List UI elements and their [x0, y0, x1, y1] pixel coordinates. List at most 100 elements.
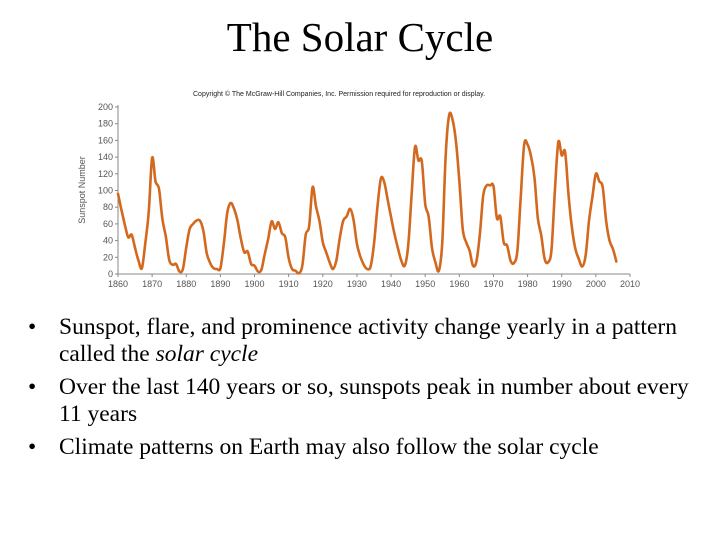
- data-point: [127, 236, 129, 238]
- data-point: [513, 262, 515, 264]
- data-point: [274, 228, 276, 230]
- data-point: [530, 155, 532, 157]
- data-point: [308, 225, 310, 227]
- data-point: [503, 241, 505, 243]
- data-point: [168, 259, 170, 261]
- data-point: [448, 114, 450, 116]
- x-tick-label: 1960: [449, 279, 469, 289]
- y-tick-label: 20: [103, 252, 113, 262]
- data-point: [462, 228, 464, 230]
- data-point: [591, 195, 594, 197]
- data-point: [520, 195, 522, 197]
- y-tick-label: 140: [98, 152, 113, 162]
- data-point: [247, 250, 249, 253]
- data-point: [230, 202, 232, 204]
- data-point: [585, 255, 587, 257]
- data-point: [189, 228, 191, 230]
- data-point: [540, 235, 542, 237]
- sunspot-chart: Copyright © The McGraw-Hill Companies, I…: [70, 82, 650, 300]
- data-point: [527, 144, 529, 146]
- bullet-item: • Sunspot, flare, and prominence activity…: [28, 314, 698, 368]
- data-point: [322, 241, 324, 243]
- data-point: [335, 259, 338, 261]
- data-point: [390, 216, 392, 218]
- data-point: [588, 220, 590, 222]
- data-point: [482, 194, 484, 197]
- x-tick-label: 1980: [518, 279, 538, 289]
- bullet-marker: •: [28, 434, 37, 460]
- bullet-text: Climate patterns on Earth may also follo…: [59, 434, 599, 460]
- data-point: [223, 243, 225, 245]
- data-point: [253, 265, 256, 267]
- data-point: [281, 232, 283, 234]
- data-point: [516, 250, 518, 252]
- data-point: [284, 236, 286, 238]
- data-point: [431, 247, 433, 249]
- data-point: [325, 251, 327, 253]
- bullet-italic-text: solar cycle: [155, 341, 259, 367]
- data-point: [458, 179, 460, 182]
- x-tick-label: 1900: [245, 279, 265, 289]
- x-tick-label: 2010: [620, 279, 640, 289]
- data-point: [550, 249, 553, 251]
- data-point: [359, 255, 361, 258]
- data-point: [260, 269, 262, 271]
- y-tick-label: 200: [98, 102, 113, 112]
- sunspot-line: [116, 111, 618, 275]
- data-point: [144, 242, 146, 244]
- data-point: [410, 195, 413, 197]
- bullet-item: • Climate patterns on Earth may also foll…: [28, 434, 698, 461]
- data-point: [288, 257, 290, 259]
- data-point: [250, 263, 252, 265]
- data-point: [305, 234, 307, 236]
- data-point: [578, 258, 580, 260]
- x-tick-label: 1930: [347, 279, 367, 289]
- data-point: [182, 268, 184, 270]
- y-axis-label: Sunspot Number: [77, 156, 87, 224]
- data-point: [267, 238, 269, 240]
- data-point: [445, 154, 447, 156]
- data-point: [148, 211, 150, 213]
- x-tick-label: 1920: [313, 279, 333, 289]
- series-layer: [116, 111, 618, 275]
- data-point: [154, 180, 157, 182]
- data-point: [117, 193, 119, 195]
- x-tick-label: 1910: [279, 279, 299, 289]
- y-tick-label: 180: [98, 119, 113, 129]
- y-tick-label: 100: [98, 186, 113, 196]
- bullet-text: Sunspot, flare, and prominence activity …: [59, 314, 677, 367]
- data-point: [257, 270, 259, 273]
- data-point: [264, 253, 266, 255]
- data-point: [332, 268, 334, 270]
- data-point: [349, 208, 351, 210]
- data-point: [216, 268, 218, 270]
- chart-svg: Copyright © The McGraw-Hill Companies, I…: [77, 90, 640, 289]
- data-point: [226, 212, 228, 214]
- data-point: [612, 248, 614, 250]
- x-tick-label: 1970: [483, 279, 503, 289]
- data-point: [533, 176, 535, 178]
- data-point: [393, 233, 396, 235]
- data-point: [312, 186, 314, 188]
- x-tick-label: 1990: [552, 279, 572, 289]
- data-point: [209, 262, 211, 264]
- data-point: [469, 250, 471, 252]
- x-tick-label: 1940: [381, 279, 401, 289]
- data-point: [298, 272, 300, 274]
- data-point: [400, 260, 402, 262]
- data-point: [554, 189, 556, 192]
- chart-copyright: Copyright © The McGraw-Hill Companies, I…: [193, 90, 485, 98]
- data-point: [544, 258, 546, 260]
- data-point: [366, 268, 368, 270]
- data-point: [161, 218, 163, 220]
- bullet-text: Over the last 140 years or so, sunspots …: [59, 374, 689, 427]
- data-point: [455, 140, 457, 142]
- data-point: [380, 178, 382, 180]
- data-point: [465, 241, 467, 243]
- data-point: [175, 263, 177, 265]
- data-point: [537, 217, 539, 219]
- bullet-marker: •: [28, 374, 37, 400]
- data-point: [608, 240, 611, 242]
- data-point: [277, 221, 279, 223]
- data-point: [294, 270, 297, 272]
